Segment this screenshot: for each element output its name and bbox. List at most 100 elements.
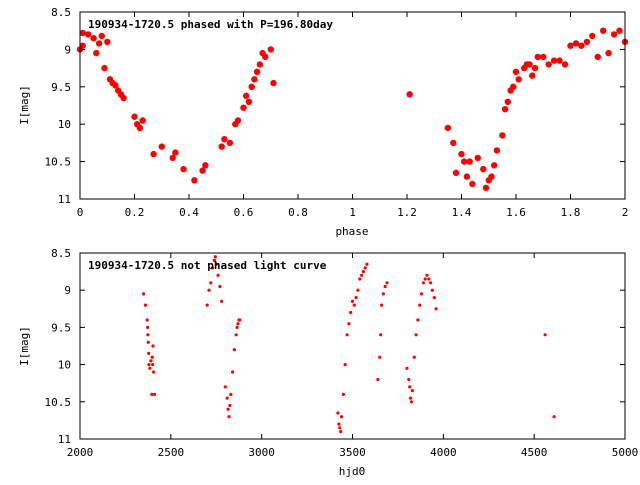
unphased-data-point [352,303,356,307]
phased-x-tick-label: 1.2 [397,206,417,219]
unphased-x-tick-label: 2000 [67,446,94,459]
unphased-data-point [234,333,238,337]
unphased-data-point [216,273,220,277]
unphased-data-point [146,325,150,329]
unphased-data-point [345,333,349,337]
unphased-data-point [408,385,412,389]
phased-x-tick-label: 1.8 [561,206,581,219]
unphased-data-point [235,325,239,329]
phased-data-point [158,143,165,150]
phased-data-point [466,158,473,165]
phased-x-tick-label: 0.6 [234,206,254,219]
unphased-x-tick-label: 2500 [158,446,185,459]
phased-data-point [199,167,206,174]
phased-data-point [234,117,242,124]
unphased-data-point [338,426,342,430]
unphased-data-point [379,333,383,337]
unphased-data-point [229,392,233,396]
unphased-data-point [146,333,150,337]
phased-data-points [76,27,629,191]
phased-data-point [600,27,607,34]
phased-data-point [474,154,481,162]
phased-data-point [501,106,509,113]
unphased-data-point [356,288,360,292]
unphased-data-point [236,322,240,326]
unphased-data-point [347,322,351,326]
phased-data-point [493,147,501,154]
phased-light-curve-panel: 0 0.2 0.4 0.6 0.8 1 1.2 1.4 1.6 1.8 2 8.5 9 9.5 10 10.5… [18,6,628,238]
unphased-data-point [238,318,242,322]
unphased-data-point [380,303,384,307]
phased-data-point [172,149,179,156]
phased-data-point [469,180,476,188]
phased-x-tick-label: 1.6 [506,206,526,219]
phased-data-point [510,83,517,91]
phased-data-point [131,113,138,120]
phased-data-point [95,40,103,47]
phased-data-point [191,177,198,184]
unphased-y-tick-label: 9 [64,284,71,297]
unphased-data-point [343,363,347,367]
phased-data-point [491,162,498,169]
phased-data-point [120,94,127,102]
phased-data-point [240,104,247,111]
phased-data-point [248,83,255,91]
unphased-data-point [143,303,147,307]
unphased-x-tick-label: 4000 [430,446,457,459]
phased-data-point [150,150,157,158]
unphased-plot-frame [79,252,626,440]
phased-data-point [406,91,413,98]
phased-y-tick-label: 9 [64,43,71,56]
phased-data-point [610,31,618,38]
unphased-data-point [378,355,382,359]
unphased-data-point [340,415,344,419]
phased-data-point [583,38,591,46]
unphased-data-point [213,255,217,259]
phased-data-point [499,132,506,139]
unphased-y-tick-label: 11 [58,433,71,446]
unphased-data-point [409,396,413,400]
phased-data-point [90,35,97,42]
unphased-x-axis-label: hjd0 [339,465,366,478]
phased-data-point [270,79,277,87]
unphased-data-point [232,348,236,352]
phased-data-point [589,32,596,40]
phased-x-tick-label: 1.4 [452,206,472,219]
phased-data-point [572,40,580,47]
phased-data-point [245,98,253,106]
unphased-data-point [337,422,341,426]
phased-chart-title: 190934-1720.5 phased with P=196.80day [88,18,333,31]
unphased-data-point [209,281,213,285]
phased-x-axis-label: phase [335,225,368,238]
unphased-data-point [409,400,414,404]
phased-x-tick-label: 0.2 [125,206,145,219]
unphased-data-point [211,266,215,270]
unphased-y-tick-label: 8.5 [51,247,71,260]
phased-y-tick-label: 10 [58,118,71,131]
unphased-data-point [147,363,151,367]
phased-data-point [561,61,569,68]
unphased-data-point [381,292,385,296]
unphased-data-point [412,355,416,359]
phased-data-point [594,53,601,61]
phased-data-point [101,64,108,72]
phased-data-point [253,68,261,76]
phased-data-point [480,165,487,173]
phased-data-point [545,61,552,68]
unphased-data-point [434,307,438,311]
unphased-data-point [150,392,154,396]
phased-data-point [540,53,547,61]
unphased-data-point [150,355,154,359]
phased-data-point [531,64,539,72]
phased-data-point [79,42,86,49]
unphased-data-point [225,396,229,400]
unphased-data-point [350,299,355,303]
unphased-y-axis-label: I[mag] [18,326,31,366]
unphased-data-point [360,273,364,277]
unphased-data-point [421,281,425,285]
phased-data-point [85,31,92,38]
unphased-data-point [231,370,235,374]
unphased-data-point [358,277,362,281]
